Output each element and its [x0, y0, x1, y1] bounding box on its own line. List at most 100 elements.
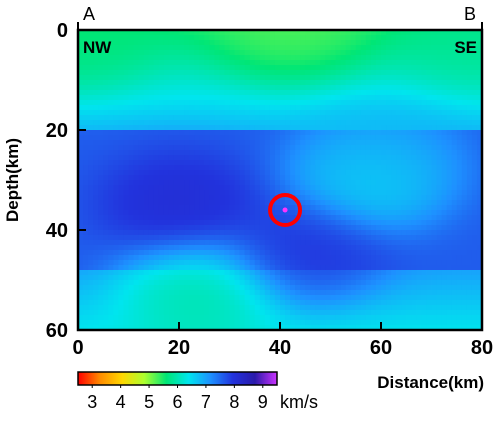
heatmap-cell	[153, 255, 160, 261]
heatmap-cell	[381, 145, 387, 151]
heatmap-cell	[179, 155, 185, 161]
heatmap-cell	[381, 50, 387, 56]
heatmap-cell	[431, 235, 438, 241]
heatmap-cell	[83, 245, 89, 251]
heatmap-cell	[295, 35, 301, 41]
heatmap-cell	[128, 95, 135, 101]
heatmap-cell	[456, 120, 463, 126]
heatmap-cell	[436, 205, 443, 211]
heatmap-cell	[431, 245, 438, 251]
heatmap-cell	[345, 95, 352, 101]
heatmap-cell	[411, 215, 417, 221]
heatmap-cell	[224, 125, 231, 131]
heatmap-cell	[224, 205, 231, 211]
heatmap-cell	[133, 115, 140, 121]
heatmap-cell	[386, 210, 392, 216]
heatmap-cell	[199, 285, 205, 291]
heatmap-cell	[184, 35, 190, 41]
heatmap-cell	[396, 310, 402, 316]
heatmap-cell	[416, 30, 422, 36]
heatmap-cell	[209, 210, 215, 216]
heatmap-cell	[204, 145, 210, 151]
heatmap-cell	[421, 220, 428, 226]
heatmap-cell	[179, 320, 185, 326]
heatmap-cell	[396, 205, 402, 211]
heatmap-cell	[254, 160, 261, 166]
heatmap-cell	[209, 225, 215, 231]
heatmap-cell	[431, 155, 438, 161]
heatmap-cell	[355, 185, 362, 191]
heatmap-cell	[461, 90, 468, 96]
heatmap-cell	[325, 285, 332, 291]
heatmap-cell	[108, 270, 114, 276]
heatmap-cell	[451, 45, 458, 51]
heatmap-cell	[234, 55, 241, 61]
heatmap-cell	[244, 125, 251, 131]
heatmap-cell	[335, 265, 342, 271]
heatmap-cell	[229, 265, 236, 271]
heatmap-cell	[431, 305, 438, 311]
heatmap-cell	[138, 125, 145, 131]
heatmap-cell	[476, 240, 483, 246]
heatmap-cell	[325, 220, 332, 226]
heatmap-cell	[153, 40, 160, 46]
heatmap-cell	[381, 230, 387, 236]
heatmap-cell	[78, 135, 84, 141]
heatmap-cell	[350, 90, 357, 96]
heatmap-cell	[264, 60, 271, 66]
heatmap-cell	[315, 305, 321, 311]
heatmap-cell	[365, 160, 372, 166]
heatmap-cell	[93, 40, 99, 46]
heatmap-cell	[118, 210, 125, 216]
heatmap-cell	[300, 95, 306, 101]
heatmap-cell	[128, 275, 135, 281]
heatmap-cell	[158, 325, 165, 331]
heatmap-cell	[158, 120, 165, 126]
heatmap-cell	[300, 155, 306, 161]
heatmap-cell	[204, 290, 210, 296]
heatmap-cell	[138, 240, 145, 246]
heatmap-cell	[239, 65, 246, 71]
heatmap-cell	[254, 75, 261, 81]
heatmap-cell	[305, 135, 311, 141]
heatmap-cell	[103, 210, 109, 216]
heatmap-cell	[133, 215, 140, 221]
heatmap-cell	[219, 150, 226, 156]
heatmap-cell	[340, 250, 347, 256]
heatmap-cell	[476, 300, 483, 306]
heatmap-cell	[88, 240, 94, 246]
heatmap-cell	[441, 90, 448, 96]
heatmap-cell	[315, 155, 321, 161]
heatmap-cell	[350, 140, 357, 146]
heatmap-cell	[123, 115, 130, 121]
heatmap-cell	[310, 35, 316, 41]
heatmap-cell	[285, 285, 291, 291]
heatmap-cell	[184, 170, 190, 176]
heatmap-cell	[244, 185, 251, 191]
heatmap-cell	[330, 30, 337, 36]
heatmap-cell	[325, 75, 332, 81]
heatmap-cell	[320, 60, 327, 66]
heatmap-cell	[416, 40, 422, 46]
heatmap-cell	[78, 50, 84, 56]
heatmap-cell	[466, 260, 473, 266]
heatmap-cell	[274, 215, 281, 221]
heatmap-cell	[295, 60, 301, 66]
heatmap-cell	[391, 85, 397, 91]
heatmap-cell	[249, 195, 256, 201]
heatmap-cell	[320, 235, 327, 241]
heatmap-cell	[274, 150, 281, 156]
heatmap-cell	[315, 70, 321, 76]
heatmap-cell	[98, 160, 104, 166]
heatmap-cell	[133, 235, 140, 241]
heatmap-cell	[173, 80, 180, 86]
heatmap-cell	[350, 290, 357, 296]
heatmap-cell	[466, 45, 473, 51]
heatmap-cell	[386, 110, 392, 116]
heatmap-cell	[244, 135, 251, 141]
heatmap-cell	[214, 185, 220, 191]
heatmap-cell	[320, 275, 327, 281]
heatmap-cell	[416, 310, 422, 316]
heatmap-cell	[350, 305, 357, 311]
heatmap-cell	[381, 140, 387, 146]
